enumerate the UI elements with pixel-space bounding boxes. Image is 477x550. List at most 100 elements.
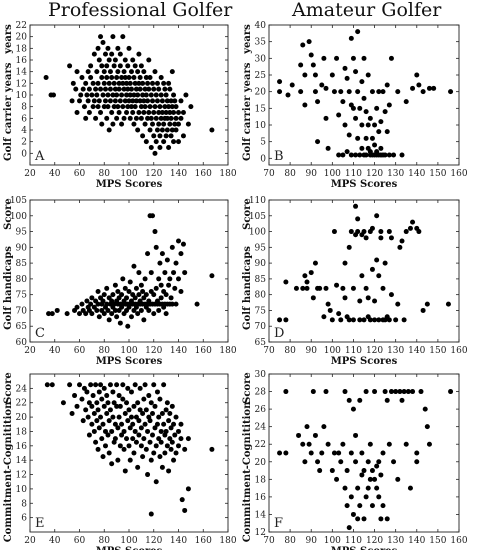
data-point <box>79 396 85 402</box>
data-point <box>346 525 352 531</box>
data-point <box>386 317 392 323</box>
data-point <box>323 389 329 395</box>
data-point <box>130 421 136 427</box>
data-point <box>355 29 361 35</box>
data-point <box>69 98 75 104</box>
data-point <box>348 152 354 158</box>
data-point <box>176 238 181 244</box>
data-point <box>172 121 178 127</box>
data-point <box>167 411 173 416</box>
data-point <box>167 121 173 127</box>
x-tick-label: 100 <box>324 346 341 356</box>
data-point <box>91 411 97 416</box>
x-axis-label: MPS Scores <box>96 546 163 550</box>
data-point <box>363 389 369 395</box>
data-point <box>148 92 154 98</box>
data-point <box>90 104 96 110</box>
data-point <box>112 282 118 288</box>
data-point <box>153 479 159 485</box>
data-point <box>152 403 158 409</box>
data-point <box>148 457 154 463</box>
data-point <box>173 127 179 133</box>
data-point <box>336 311 342 317</box>
data-point <box>163 292 169 298</box>
data-point <box>315 99 321 105</box>
x-tick-label: 140 <box>408 346 425 356</box>
x-tick-label: 20 <box>24 169 36 179</box>
data-point <box>380 450 386 456</box>
data-point <box>79 301 85 307</box>
data-point <box>158 92 164 98</box>
data-point <box>110 389 116 395</box>
data-point <box>120 104 126 110</box>
x-tick-label: 20 <box>24 536 36 546</box>
data-point <box>154 127 160 133</box>
data-point <box>357 317 363 323</box>
data-point <box>121 428 127 434</box>
data-point <box>365 459 371 465</box>
data-point <box>176 121 181 127</box>
data-point <box>127 457 133 463</box>
data-point <box>122 57 128 63</box>
data-point <box>159 464 165 470</box>
y-tick-label: 70 <box>255 322 267 332</box>
data-point <box>167 86 173 92</box>
data-point <box>285 92 291 98</box>
data-point <box>154 98 160 104</box>
data-point <box>172 98 178 104</box>
data-point <box>348 450 354 456</box>
data-point <box>101 80 107 86</box>
data-point <box>124 110 130 115</box>
y-tick-label: 105 <box>249 212 266 222</box>
data-point <box>176 139 181 145</box>
data-point <box>72 393 78 399</box>
data-point <box>100 40 106 45</box>
x-tick-label: 40 <box>49 169 61 179</box>
data-point <box>130 57 136 63</box>
data-point <box>120 382 126 388</box>
y-tick-label: 6 <box>21 114 27 124</box>
data-point <box>119 432 125 438</box>
data-point <box>109 51 115 57</box>
y-tick-label: 20 <box>255 458 267 468</box>
data-point <box>98 86 104 92</box>
data-point <box>138 443 144 449</box>
data-point <box>159 251 165 257</box>
y-axis-unit: Score <box>242 198 253 230</box>
data-point <box>312 72 318 78</box>
y-tick-label: 90 <box>16 243 28 253</box>
data-point <box>382 260 388 266</box>
y-tick-label: 10 <box>16 91 28 101</box>
data-point <box>131 92 137 98</box>
data-point <box>150 432 156 438</box>
data-point <box>119 421 125 427</box>
data-point <box>107 382 113 388</box>
data-point <box>350 105 356 111</box>
panel-letter: B <box>274 149 284 164</box>
data-point <box>43 75 49 80</box>
data-point <box>374 105 380 111</box>
data-point <box>101 403 107 409</box>
data-point <box>141 69 147 75</box>
data-point <box>340 441 346 447</box>
data-point <box>150 213 156 219</box>
data-point <box>414 459 420 465</box>
data-point <box>148 270 154 276</box>
data-point <box>136 418 142 424</box>
data-point <box>166 80 172 86</box>
data-point <box>117 320 123 326</box>
data-point <box>359 273 365 279</box>
data-point <box>169 127 175 133</box>
data-point <box>414 450 420 456</box>
data-point <box>342 65 348 71</box>
x-tick-label: 180 <box>219 536 236 546</box>
data-point <box>422 406 428 412</box>
data-point <box>348 494 354 500</box>
y-tick-label: 10 <box>255 121 267 131</box>
data-point <box>178 98 184 104</box>
data-point <box>173 115 179 121</box>
data-point <box>336 450 342 456</box>
data-point <box>391 459 397 465</box>
data-point <box>44 382 50 388</box>
